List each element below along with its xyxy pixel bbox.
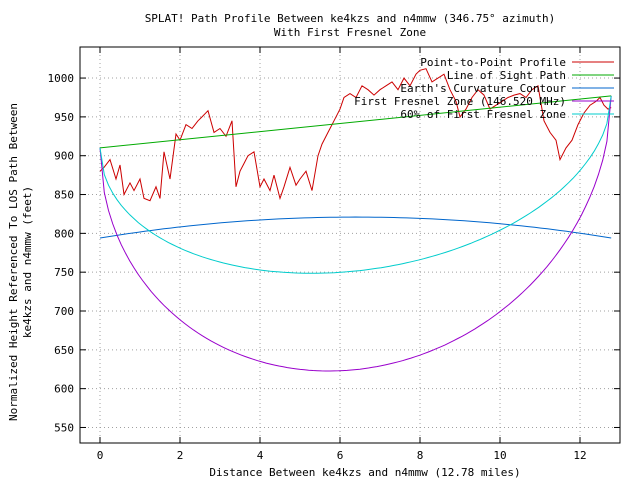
y-tick-label: 700 [54,305,74,318]
y-tick-label: 900 [54,150,74,163]
x-tick-label: 12 [573,449,586,462]
x-tick-label: 8 [417,449,424,462]
y-tick-label: 650 [54,344,74,357]
chart-subtitle: With First Fresnel Zone [274,26,426,39]
series-layer [99,68,612,372]
axes: 0 2 4 6 8 10 12 550 600 650 700 750 800 850 900 950 1000 [48,47,620,462]
x-axis-label: Distance Between ke4kzs and n4mmw (12.78… [209,466,520,479]
series-first-fresnel-zone-146-520-mhz [99,95,612,372]
x-tick-label: 4 [257,449,264,462]
y-axis-label-line2: ke4kzs and n4mmw (feet) [21,186,34,338]
legend-label: Earth's Curvature Contour [400,82,566,95]
legend-label: 60% of First Fresnel Zone [400,108,566,121]
series-line-of-sight-path [99,95,612,149]
y-tick-label: 850 [54,189,74,202]
y-tick-label: 750 [54,266,74,279]
x-tick-label: 10 [493,449,506,462]
y-tick-label: 800 [54,227,74,240]
chart-title: SPLAT! Path Profile Between ke4kzs and n… [145,12,556,25]
y-tick-label: 600 [54,383,74,396]
y-tick-label: 550 [54,421,74,434]
x-tick-label: 2 [177,449,184,462]
legend-label: First Fresnel Zone (146.520 MHz) [354,95,566,108]
y-axis-label-line1: Normalized Height Referenced To LOS Path… [7,103,20,421]
x-tick-label: 6 [337,449,344,462]
series-earth-s-curvature-contour [99,216,612,239]
legend-label: Line of Sight Path [447,69,566,82]
y-tick-label: 950 [54,111,74,124]
legend-label: Point-to-Point Profile [420,56,566,69]
series-point-to-point-profile [99,68,612,202]
y-tick-label: 1000 [48,72,75,85]
x-tick-label: 0 [97,449,104,462]
plot-frame [79,46,621,444]
series-60-of-first-fresnel-zone [99,95,612,274]
